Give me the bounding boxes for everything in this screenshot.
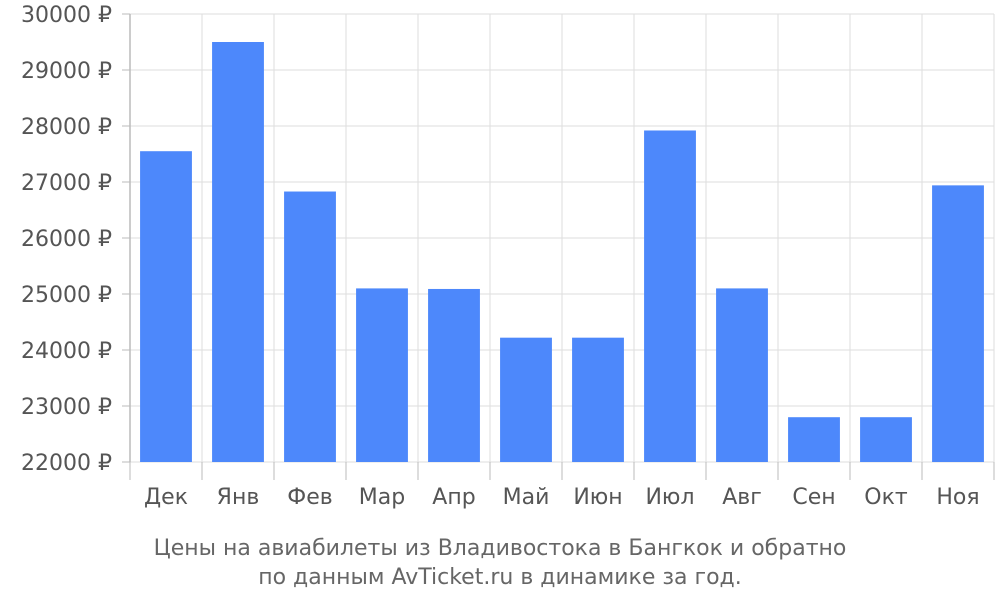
- bar-4: [428, 288, 480, 462]
- bar-2: [284, 191, 336, 462]
- x-category-label: Мар: [359, 485, 405, 510]
- bars: [140, 42, 984, 463]
- bar-3: [356, 288, 408, 462]
- y-axis-tick-labels: 22000 ₽ 23000 ₽ 24000 ₽ 25000 ₽ 26000 ₽ 27000…: [21, 3, 112, 476]
- bar-10: [860, 417, 912, 462]
- x-category-label: Май: [503, 485, 550, 510]
- y-tick-label: 23000 ₽: [21, 395, 112, 420]
- x-axis-category-labels: Дек Янв Фев Мар Апр Май Июн Июл Авг Сен Окт Ноя: [144, 485, 980, 510]
- x-category-label: Окт: [864, 485, 908, 510]
- y-tick-label: 28000 ₽: [21, 115, 112, 140]
- x-category-label: Дек: [144, 485, 188, 510]
- y-tick-label: 25000 ₽: [21, 283, 112, 308]
- caption-line-1: Цены на авиабилеты из Владивостока в Бан…: [154, 536, 847, 561]
- x-category-label: Янв: [217, 485, 260, 510]
- x-category-label: Ноя: [936, 485, 979, 510]
- bar-8: [716, 288, 768, 462]
- y-tick-label: 27000 ₽: [21, 171, 112, 196]
- y-tick-label: 26000 ₽: [21, 227, 112, 252]
- x-category-label: Апр: [432, 485, 475, 510]
- bar-7: [644, 130, 696, 463]
- y-tick-label: 30000 ₽: [21, 3, 112, 28]
- chart-caption: Цены на авиабилеты из Владивостока в Бан…: [154, 536, 847, 590]
- bar-11: [932, 185, 984, 463]
- bar-6: [572, 337, 624, 462]
- x-category-label: Фев: [287, 485, 332, 510]
- grid-lines: [129, 13, 995, 463]
- x-category-label: Авг: [722, 485, 762, 510]
- x-category-label: Июн: [573, 485, 622, 510]
- x-category-label: Июл: [645, 485, 694, 510]
- bar-1: [212, 42, 264, 462]
- axes: [122, 13, 995, 480]
- bar-9: [788, 417, 840, 462]
- y-tick-label: 22000 ₽: [21, 451, 112, 476]
- bar-5: [500, 337, 552, 462]
- y-tick-label: 29000 ₽: [21, 59, 112, 84]
- bar-0: [140, 151, 192, 462]
- caption-line-2: по данным AvTicket.ru в динамике за год.: [258, 565, 742, 590]
- x-category-label: Сен: [792, 485, 835, 510]
- y-tick-label: 24000 ₽: [21, 339, 112, 364]
